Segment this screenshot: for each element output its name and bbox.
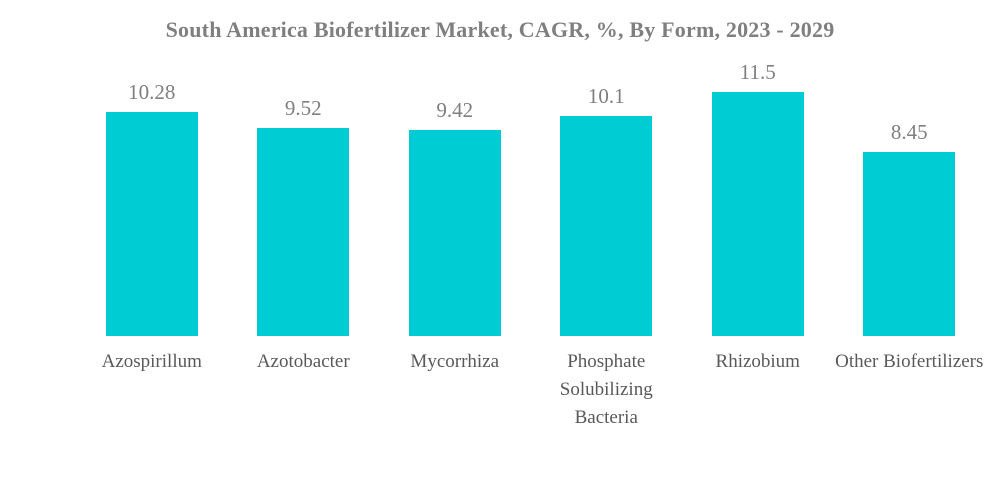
bar-column: 10.1 Phosphate Solubilizing Bacteria [531,60,683,432]
value-label: 11.5 [739,60,776,84]
bar-zone: 8.45 [834,60,986,336]
category-label: Azospirillum [101,351,202,372]
value-label: 9.42 [436,98,474,122]
bar-column: 9.52 Azotobacter [228,60,380,432]
category-label: Azotobacter [256,351,350,372]
category-label: Rhizobium [715,351,800,372]
bar-zone: 11.5 [682,60,834,336]
category-label: Mycorrhiza [410,351,500,372]
bar-zone: 9.42 [379,60,531,336]
bar-zone: 10.1 [531,60,683,336]
value-label: 10.1 [587,84,625,108]
chart-title: South America Biofertilizer Market, CAGR… [165,17,835,42]
bar-column: 10.28 Azospirillum [76,60,228,432]
plot-area: 10.28 Azospirillum 9.52 Azotobacter 9.42 Myco… [76,60,985,432]
bar [560,116,653,336]
value-label: 10.28 [128,80,176,104]
bar-column: 8.45 Other Biofertilizers [834,60,986,432]
value-label: 8.45 [890,120,928,144]
bar [257,128,350,336]
bar [408,130,501,336]
bar-zone: 9.52 [228,60,380,336]
category-label: Phosphate Solubilizing Bacteria [559,351,653,428]
category-label: Other Biofertilizers [835,351,984,372]
bar-column: 11.5 Rhizobium [682,60,834,432]
bar [711,92,804,336]
bar [105,112,198,336]
bar-zone: 10.28 [76,60,228,336]
bar-chart: South America Biofertilizer Market, CAGR… [0,14,1000,497]
bar [863,152,956,336]
bar-column: 9.42 Mycorrhiza [379,60,531,432]
value-label: 9.52 [284,96,322,120]
